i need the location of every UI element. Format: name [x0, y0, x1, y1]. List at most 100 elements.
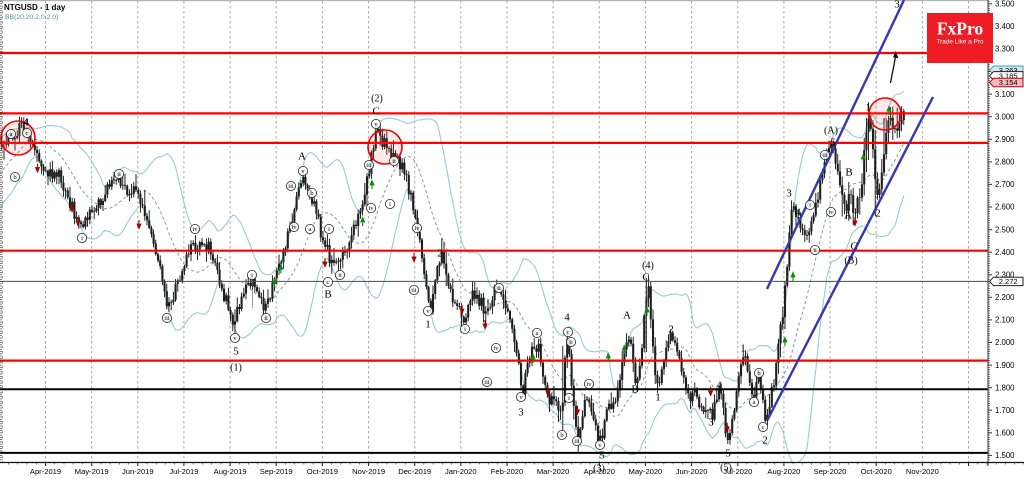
svg-text:i: i [568, 395, 570, 402]
svg-text:1.500: 1.500 [995, 451, 1015, 460]
svg-text:C: C [642, 272, 649, 284]
svg-text:ii: ii [497, 285, 501, 292]
svg-text:1.900: 1.900 [995, 361, 1015, 370]
svg-text:(2): (2) [371, 94, 383, 105]
svg-text:3: 3 [708, 417, 714, 429]
svg-text:iii: iii [484, 379, 490, 386]
svg-text:i: i [251, 272, 253, 279]
svg-text:4: 4 [564, 312, 570, 324]
svg-text:b: b [13, 174, 16, 181]
svg-text:ii: ii [569, 339, 573, 346]
svg-text:2: 2 [437, 248, 443, 260]
svg-text:2.272: 2.272 [999, 277, 1018, 286]
svg-text:2: 2 [875, 208, 881, 220]
svg-text:3: 3 [786, 188, 792, 200]
svg-text:Apr-2019: Apr-2019 [30, 467, 61, 476]
svg-text:2.100: 2.100 [995, 316, 1015, 325]
svg-text:B: B [324, 289, 331, 301]
svg-text:v: v [233, 335, 237, 342]
svg-text:iv: iv [586, 381, 592, 388]
svg-text:a: a [536, 330, 539, 337]
svg-text:2: 2 [668, 324, 674, 336]
svg-text:a: a [10, 131, 13, 138]
svg-text:iii: iii [366, 162, 372, 169]
svg-text:Aug-2020: Aug-2020 [767, 467, 800, 476]
svg-text:C: C [850, 241, 857, 253]
svg-text:1.700: 1.700 [995, 406, 1015, 415]
svg-text:c: c [26, 130, 29, 137]
svg-text:i: i [81, 235, 83, 242]
svg-text:b: b [310, 190, 313, 197]
svg-text:Feb-2020: Feb-2020 [491, 467, 524, 476]
svg-text:2.700: 2.700 [995, 180, 1015, 189]
svg-text:v: v [519, 394, 523, 401]
svg-text:ii: ii [338, 272, 342, 279]
svg-text:c: c [762, 424, 765, 431]
svg-text:c: c [327, 279, 330, 286]
svg-text:3.000: 3.000 [995, 112, 1015, 121]
svg-text:5: 5 [599, 450, 605, 462]
svg-text:a: a [753, 399, 756, 406]
svg-text:iv: iv [291, 224, 297, 231]
svg-text:3: 3 [518, 407, 524, 419]
svg-text:b: b [560, 432, 563, 439]
svg-text:A: A [623, 310, 631, 322]
svg-text:3.500: 3.500 [995, 0, 1015, 9]
svg-text:2: 2 [762, 435, 768, 447]
svg-text:Jun-2019: Jun-2019 [122, 467, 154, 476]
svg-text:iii: iii [574, 438, 580, 445]
svg-text:i: i [328, 226, 330, 233]
svg-text:Sep-2019: Sep-2019 [260, 467, 293, 476]
svg-text:2.800: 2.800 [995, 158, 1015, 167]
svg-text:iv: iv [828, 209, 834, 216]
svg-text:i: i [809, 202, 811, 209]
svg-text:Apr-2020: Apr-2020 [584, 467, 615, 476]
svg-text:BB(20,20,2.0,2.0): BB(20,20,2.0,2.0) [5, 14, 58, 21]
svg-text:Aug-2019: Aug-2019 [214, 467, 247, 476]
svg-text:a: a [309, 226, 312, 233]
svg-text:5: 5 [830, 137, 836, 149]
svg-text:iii: iii [164, 315, 170, 322]
svg-text:3.100: 3.100 [995, 90, 1015, 99]
svg-text:3.300: 3.300 [995, 45, 1015, 54]
svg-text:5: 5 [725, 448, 731, 460]
svg-text:iv: iv [192, 226, 198, 233]
svg-text:1: 1 [866, 103, 871, 114]
svg-text:3.263: 3.263 [999, 66, 1018, 75]
svg-text:i: i [389, 201, 391, 208]
svg-text:3.400: 3.400 [995, 22, 1015, 31]
svg-text:2.900: 2.900 [995, 135, 1015, 144]
svg-text:3: 3 [894, 0, 900, 11]
svg-text:5: 5 [233, 346, 239, 358]
svg-text:iv: iv [368, 205, 374, 212]
svg-text:Trade Like a Pro: Trade Like a Pro [936, 39, 983, 46]
svg-text:A: A [298, 151, 306, 163]
svg-text:i: i [464, 326, 466, 333]
svg-text:ii: ii [813, 247, 817, 254]
svg-text:ii: ii [392, 158, 396, 165]
svg-text:1: 1 [425, 319, 431, 331]
svg-text:v: v [374, 121, 378, 128]
svg-text:ii: ii [117, 171, 121, 178]
svg-text:4: 4 [23, 117, 29, 129]
svg-text:v: v [426, 308, 430, 315]
svg-text:Dec-2019: Dec-2019 [398, 467, 431, 476]
svg-text:Jan-2020: Jan-2020 [445, 467, 477, 476]
svg-text:May-2019: May-2019 [75, 467, 109, 476]
svg-text:(4): (4) [642, 261, 654, 272]
svg-text:v: v [598, 442, 602, 449]
svg-text:v: v [301, 168, 305, 175]
svg-text:iii: iii [822, 152, 828, 159]
svg-text:2.300: 2.300 [995, 271, 1015, 280]
svg-text:1.800: 1.800 [995, 383, 1015, 392]
svg-text:FxPro: FxPro [937, 19, 984, 39]
svg-text:2.200: 2.200 [995, 293, 1015, 302]
svg-text:1.600: 1.600 [995, 429, 1015, 438]
svg-text:iii: iii [411, 287, 417, 294]
svg-text:May-2020: May-2020 [629, 467, 663, 476]
svg-text:Oct-2020: Oct-2020 [861, 467, 892, 476]
svg-text:iv: iv [414, 225, 420, 232]
svg-text:Sep-2020: Sep-2020 [814, 467, 847, 476]
svg-text:Nov-2019: Nov-2019 [352, 467, 385, 476]
svg-text:iii: iii [288, 183, 294, 190]
